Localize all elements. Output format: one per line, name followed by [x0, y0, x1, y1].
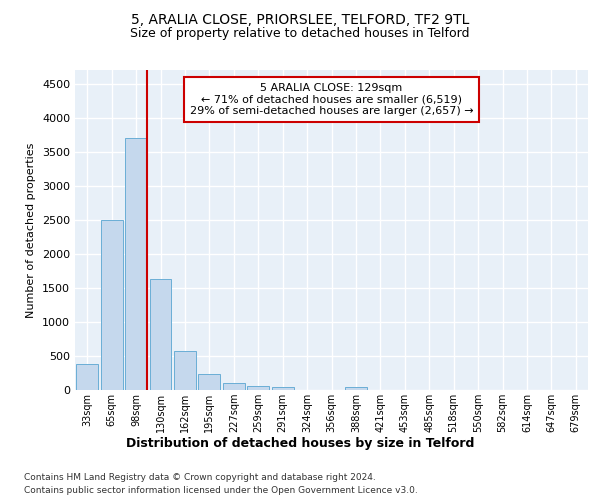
Bar [272, 386, 293, 390]
Bar [247, 386, 269, 390]
Text: Contains public sector information licensed under the Open Government Licence v3: Contains public sector information licen… [24, 486, 418, 495]
Text: Size of property relative to detached houses in Telford: Size of property relative to detached ho… [130, 28, 470, 40]
Bar [174, 350, 196, 390]
Text: Distribution of detached houses by size in Telford: Distribution of detached houses by size … [126, 438, 474, 450]
Bar [223, 383, 245, 390]
Text: 5 ARALIA CLOSE: 129sqm
← 71% of detached houses are smaller (6,519)
29% of semi-: 5 ARALIA CLOSE: 129sqm ← 71% of detached… [190, 83, 473, 116]
Text: Contains HM Land Registry data © Crown copyright and database right 2024.: Contains HM Land Registry data © Crown c… [24, 472, 376, 482]
Bar [345, 386, 367, 390]
Bar [149, 279, 172, 390]
Bar [125, 138, 147, 390]
Bar [76, 364, 98, 390]
Text: 5, ARALIA CLOSE, PRIORSLEE, TELFORD, TF2 9TL: 5, ARALIA CLOSE, PRIORSLEE, TELFORD, TF2… [131, 12, 469, 26]
Bar [101, 220, 122, 390]
Bar [199, 374, 220, 390]
Y-axis label: Number of detached properties: Number of detached properties [26, 142, 37, 318]
